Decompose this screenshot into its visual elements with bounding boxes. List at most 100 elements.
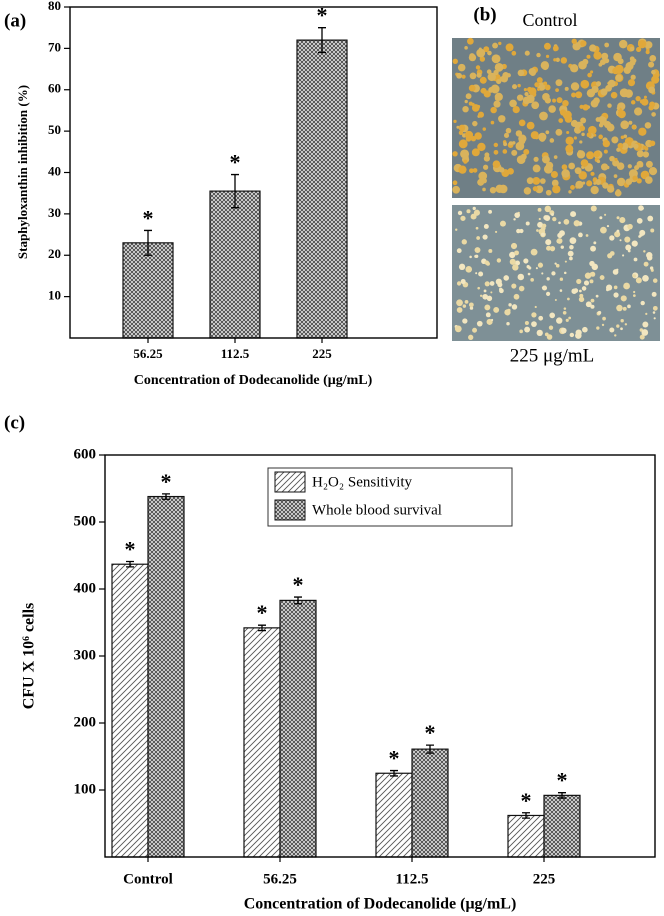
- colony: [558, 221, 561, 225]
- colony: [649, 266, 654, 270]
- colony: [551, 179, 559, 187]
- colony: [622, 306, 627, 311]
- colony: [565, 318, 569, 322]
- colony: [483, 155, 490, 162]
- bar: [411, 748, 449, 858]
- colony: [472, 206, 476, 211]
- colony: [463, 159, 468, 164]
- colony: [493, 142, 499, 148]
- bar: [543, 794, 581, 858]
- colony: [586, 132, 592, 138]
- colony: [543, 42, 551, 50]
- colony: [564, 260, 567, 263]
- y-tick-label: 400: [74, 580, 97, 596]
- colony: [536, 52, 541, 58]
- colony: [639, 233, 643, 237]
- colony: [455, 228, 458, 231]
- colony: [523, 148, 530, 155]
- colony: [549, 246, 556, 252]
- colony: [648, 86, 656, 94]
- colony: [518, 119, 526, 127]
- legend-label: H₂O₂ Sensitivity: [312, 474, 413, 490]
- colony: [591, 85, 599, 94]
- colony: [622, 254, 625, 257]
- x-tick-label: 56.25: [133, 346, 163, 361]
- colony: [527, 272, 531, 276]
- colony: [647, 215, 654, 222]
- colony: [651, 112, 656, 117]
- colony: [613, 174, 618, 178]
- colony: [480, 89, 484, 93]
- colony: [648, 61, 655, 68]
- colony: [530, 248, 538, 256]
- colony: [503, 132, 510, 139]
- colony: [483, 90, 491, 98]
- colony: [483, 46, 490, 53]
- colony: [523, 187, 532, 195]
- significance-marker: *: [257, 600, 268, 625]
- y-tick-label: 600: [74, 446, 97, 462]
- significance-marker: *: [317, 3, 328, 28]
- colony: [516, 155, 526, 165]
- colony: [467, 37, 474, 45]
- colony: [478, 171, 488, 181]
- x-tick-label: 225: [533, 871, 556, 887]
- colony: [574, 167, 582, 175]
- colony: [452, 58, 458, 64]
- colony: [479, 294, 483, 297]
- colony: [477, 142, 486, 152]
- colony: [476, 104, 481, 109]
- colony: [458, 130, 464, 136]
- colony: [640, 300, 645, 306]
- colony: [510, 242, 518, 250]
- x-axis-label: Concentration of Dodecanolide (μg/mL): [244, 896, 517, 913]
- colony: [560, 245, 564, 249]
- colony: [621, 142, 629, 150]
- colony: [595, 294, 599, 298]
- colony: [493, 44, 498, 48]
- colony: [457, 63, 466, 72]
- colony: [566, 130, 570, 135]
- colony: [590, 70, 594, 74]
- colony: [528, 87, 537, 96]
- colony: [543, 164, 553, 174]
- legend-swatch: [274, 499, 306, 521]
- colony: [612, 159, 620, 167]
- colony: [493, 306, 500, 313]
- colony: [560, 57, 568, 64]
- colony: [648, 105, 654, 111]
- significance-marker: *: [143, 205, 154, 230]
- colony: [456, 248, 462, 254]
- colony: [538, 315, 544, 321]
- colony: [483, 289, 487, 293]
- colony: [471, 148, 480, 157]
- colony: [562, 310, 567, 315]
- colony: [460, 215, 466, 221]
- colony: [487, 72, 496, 82]
- bar: [507, 814, 545, 858]
- colony: [614, 231, 621, 238]
- colony: [620, 295, 627, 302]
- colony: [567, 250, 574, 257]
- y-axis-label: Staphyloxanthin inhibition (%): [15, 85, 30, 259]
- colony: [541, 272, 544, 275]
- colony: [604, 42, 610, 48]
- bar: [147, 495, 185, 858]
- colony: [546, 277, 550, 281]
- colony: [491, 54, 501, 64]
- colony: [466, 209, 471, 214]
- colony: [567, 297, 570, 301]
- colony: [469, 53, 475, 59]
- colony: [486, 69, 492, 75]
- colony: [650, 169, 655, 174]
- colony: [614, 334, 617, 337]
- colony: [498, 41, 502, 46]
- colony: [570, 82, 580, 91]
- colony: [555, 79, 563, 87]
- colony: [627, 223, 633, 230]
- colony: [602, 139, 610, 148]
- colony: [508, 303, 512, 307]
- colony: [469, 168, 474, 174]
- colony: [482, 293, 489, 300]
